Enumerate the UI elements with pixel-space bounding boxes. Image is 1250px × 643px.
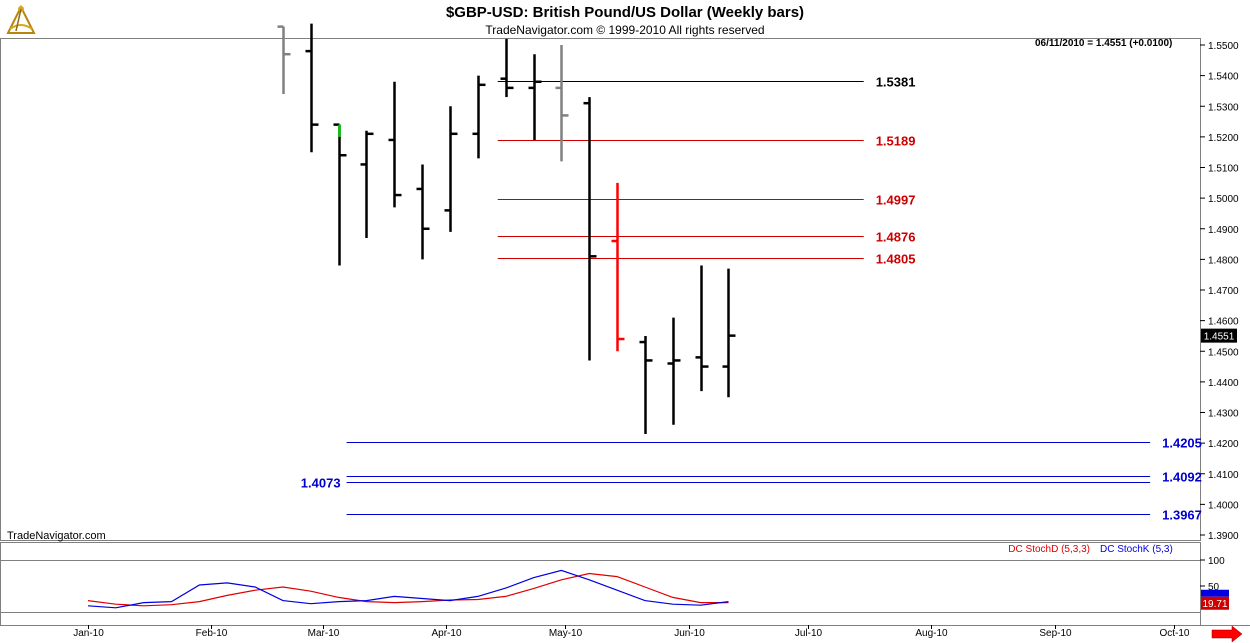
- price-tick-label: 1.4700: [1208, 286, 1239, 297]
- price-panel-border: [0, 38, 1201, 541]
- price-tick-label: 1.4600: [1208, 317, 1239, 328]
- stoch-tick-label: 50: [1208, 582, 1220, 593]
- stoch-d-badge: [1201, 596, 1229, 610]
- time-tick-label: Apr-10: [431, 628, 461, 639]
- stoch-k-badge: [1201, 589, 1229, 597]
- level-label: 1.4092: [1162, 470, 1202, 485]
- price-tick-label: 1.5000: [1208, 194, 1239, 205]
- ohlc-bar: [639, 335, 653, 434]
- ohlc-bar: [722, 268, 736, 398]
- level-label: 1.5189: [876, 134, 916, 149]
- legend-stochd: DC StochD (5,3,3): [1008, 544, 1090, 555]
- ohlc-bar: [360, 130, 374, 238]
- ohlc-bar: [528, 54, 542, 140]
- level-label: 1.5381: [876, 75, 916, 90]
- time-tick-label: Oct-10: [1159, 628, 1189, 639]
- price-tick-label: 1.5200: [1208, 133, 1239, 144]
- level-label: 1.4997: [876, 193, 916, 208]
- ohlc-bar: [333, 123, 347, 266]
- price-tick-label: 1.4500: [1208, 347, 1239, 358]
- sextant-logo-icon: [6, 4, 36, 34]
- last-quote: 06/11/2010 = 1.4551 (+0.0100): [1035, 38, 1173, 49]
- legend-stochk: DC StochK (5,3): [1100, 544, 1173, 555]
- time-tick-label: Jul-10: [795, 628, 823, 639]
- watermark: TradeNavigator.com: [7, 530, 106, 542]
- ohlc-bar: [667, 317, 681, 425]
- price-tick-label: 1.4000: [1208, 500, 1239, 511]
- chart-frame: [0, 38, 1250, 626]
- ohlc-bar: [555, 45, 569, 162]
- price-tick-label: 1.5400: [1208, 72, 1239, 83]
- stoch-tick-label: 100: [1208, 556, 1225, 567]
- ohlc-bar: [500, 38, 514, 98]
- stoch-series-line: [87, 572, 729, 607]
- ohlc-bar: [416, 164, 430, 260]
- price-axis: 1.5500 1.5400 1.5300 1.5200 1.5100 1.5000 1.49…: [1200, 41, 1239, 542]
- price-levels: 1.5381 1.5189 1.4997 1.4876 1.4805 1.4205 1.40…: [301, 75, 1202, 523]
- level-label: 1.4805: [876, 252, 916, 267]
- ohlc-bar: [388, 81, 402, 208]
- level-label: 1.4876: [876, 230, 916, 245]
- time-axis: Jan-10 Feb-10 Mar-10 Apr-10 May-10 Jun-10 Jul-…: [73, 625, 1243, 643]
- price-tick-label: 1.4400: [1208, 378, 1239, 389]
- time-tick-label: Jun-10: [674, 628, 705, 639]
- price-badge-label: 1.4551: [1204, 332, 1235, 343]
- scroll-right-arrow-icon: [1211, 625, 1243, 643]
- stoch-series-line: [87, 569, 729, 609]
- price-tick-label: 1.4100: [1208, 470, 1239, 481]
- price-tick-label: 1.5500: [1208, 41, 1239, 52]
- chart-title: $GBP-USD: British Pound/US Dollar (Weekl…: [445, 4, 805, 21]
- price-tick-label: 1.5100: [1208, 164, 1239, 175]
- price-tick-label: 1.4900: [1208, 225, 1239, 236]
- price-badge: [1201, 328, 1237, 343]
- price-bars: [277, 23, 736, 434]
- time-tick-label: Jan-10: [73, 628, 104, 639]
- stochastic-panel: 100 50 DC StochD (5,3,3) DC StochK (5,3): [0, 544, 1225, 613]
- price-tick-label: 1.4200: [1208, 439, 1239, 450]
- time-tick-label: Aug-10: [915, 628, 948, 639]
- axis-badges: 1.4551 19.71: [1201, 328, 1237, 610]
- ohlc-bar: [472, 75, 486, 159]
- time-tick-label: Feb-10: [196, 628, 228, 639]
- chart-subtitle: TradeNavigator.com © 1999-2010 All right…: [485, 23, 765, 37]
- ohlc-bar: [305, 23, 319, 153]
- time-tick-label: May-10: [549, 628, 583, 639]
- time-tick-label: Mar-10: [308, 628, 340, 639]
- level-label: 1.3967: [1162, 508, 1202, 523]
- ohlc-bar: [277, 25, 291, 94]
- price-tick-label: 1.5300: [1208, 102, 1239, 113]
- ohlc-bar: [611, 182, 625, 352]
- price-tick-label: 1.3900: [1208, 531, 1239, 542]
- level-label: 1.4205: [1162, 436, 1202, 451]
- stoch-d-badge-label: 19.71: [1202, 599, 1227, 610]
- price-tick-label: 1.4300: [1208, 409, 1239, 420]
- level-label: 1.4073: [301, 476, 341, 491]
- price-tick-label: 1.4800: [1208, 255, 1239, 266]
- ohlc-bar: [583, 97, 597, 361]
- ohlc-bar: [444, 106, 458, 232]
- ohlc-bar: [695, 265, 709, 392]
- time-tick-label: Sep-10: [1039, 628, 1072, 639]
